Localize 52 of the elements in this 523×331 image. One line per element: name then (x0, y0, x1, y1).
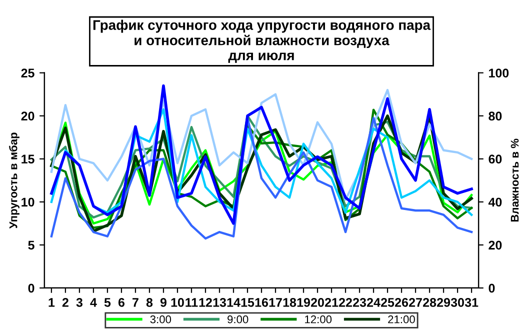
x-tick-label: 13 (213, 298, 226, 307)
x-tick-label: 1 (48, 298, 55, 307)
y-tick-label: 5 (28, 240, 34, 250)
x-tick-label: 22 (339, 298, 352, 307)
y2-tick-label: 0 (488, 284, 495, 293)
y2-axis-title: Влажность в % (510, 138, 519, 222)
line-series (50, 88, 473, 201)
legend-label: 3:00 (150, 315, 172, 324)
x-tick-label: 28 (423, 298, 436, 307)
legend-label: 12:00 (305, 315, 332, 324)
y-axis-title: Упругость в мбар (8, 132, 20, 229)
x-tick-label: 29 (437, 298, 450, 307)
x-tick-label: 3 (76, 298, 82, 307)
chart-title: График суточного хода упругости водяного пара и относительной влажности воздуха для июля (93, 20, 431, 63)
x-tick-label: 27 (409, 298, 422, 307)
x-tick-label: 23 (353, 298, 366, 307)
legend-label: 21:00 (388, 315, 415, 324)
x-tick-label: 26 (395, 298, 408, 307)
y-tick-label: 0 (28, 284, 34, 293)
x-tick-label: 31 (464, 298, 478, 307)
y2-tick-label: 20 (488, 240, 502, 250)
x-tick-label: 9 (160, 298, 166, 307)
x-tick-label: 30 (450, 298, 464, 307)
x-tick-label: 6 (118, 298, 124, 307)
x-tick-label: 18 (283, 298, 296, 307)
x-tick-label: 8 (146, 298, 153, 307)
x-tick-label: 2 (62, 298, 68, 307)
x-tick-label: 10 (171, 298, 184, 307)
legend-label: 9:00 (228, 315, 248, 324)
x-tick-label: 7 (132, 298, 138, 307)
y2-tick-label: 40 (488, 198, 502, 207)
x-tick-label: 17 (269, 298, 282, 307)
x-tick-label: 12 (199, 298, 212, 307)
x-tick-label: 24 (367, 298, 380, 307)
x-tick-label: 20 (310, 298, 324, 307)
x-tick-label: 14 (227, 298, 240, 307)
x-tick-label: 15 (241, 298, 254, 307)
y-tick-label: 25 (21, 68, 34, 78)
x-tick-label: 5 (104, 298, 111, 307)
y-tick-label: 20 (21, 112, 34, 120)
y2-tick-label: 80 (488, 112, 502, 120)
x-tick-label: 11 (186, 298, 198, 307)
line-series (50, 84, 473, 225)
x-tick-label: 21 (324, 298, 338, 307)
x-tick-label: 19 (297, 298, 310, 307)
y-tick-label: 15 (22, 154, 34, 164)
y2-tick-label: 100 (489, 68, 509, 78)
y-tick-label: 10 (22, 198, 34, 207)
y2-tick-label: 60 (488, 154, 502, 164)
x-tick-label: 16 (255, 298, 268, 307)
x-tick-label: 25 (381, 298, 394, 307)
x-tick-label: 4 (90, 298, 97, 307)
